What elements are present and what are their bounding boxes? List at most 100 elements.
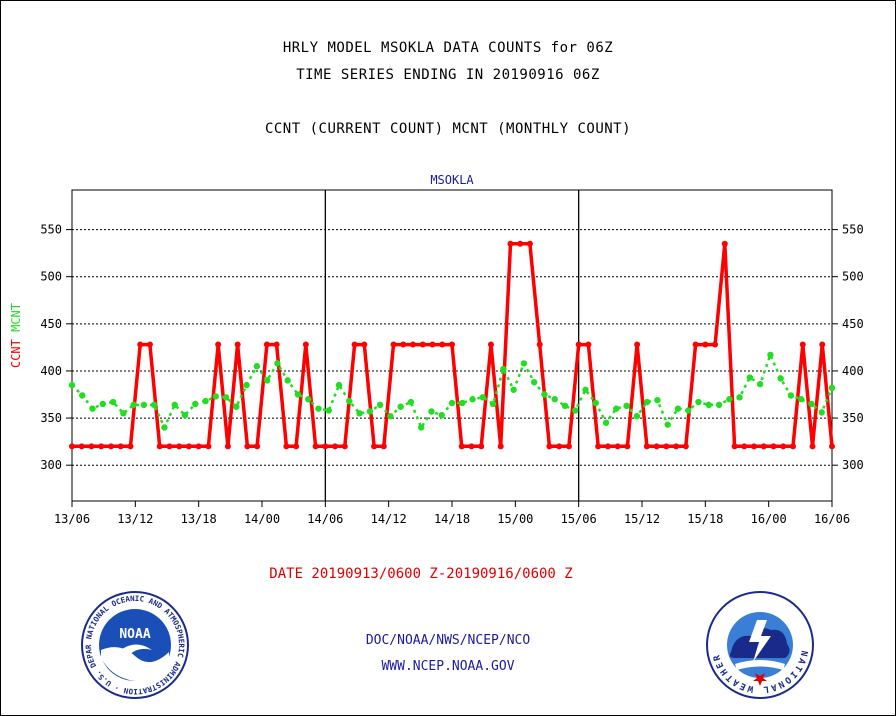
data-point-ccnt [127, 443, 134, 450]
y-tick-label-left: 350 [40, 411, 62, 425]
data-point-ccnt [458, 443, 465, 450]
x-tick-label: 13/06 [54, 512, 90, 526]
header-subtitle: TIME SERIES ENDING IN 20190916 06Z [296, 67, 600, 83]
y-tick-label-right: 350 [842, 411, 864, 425]
x-tick-label: 15/18 [687, 512, 723, 526]
footer-url[interactable]: WWW.NCEP.NOAA.GOV [381, 659, 515, 674]
data-point-mcnt [109, 398, 117, 406]
data-point-ccnt [487, 341, 494, 348]
data-point-mcnt [592, 399, 599, 407]
data-point-ccnt [673, 443, 680, 450]
data-point-mcnt [68, 381, 76, 389]
data-point-mcnt [397, 403, 404, 410]
data-point-ccnt [215, 341, 222, 348]
data-point-mcnt [767, 351, 774, 359]
noaa-logo: NATIONAL OCEANIC AND ATMOSPHERIC ADMINIS… [80, 590, 189, 699]
data-point-mcnt [120, 410, 127, 417]
data-point-mcnt [407, 398, 415, 406]
data-point-mcnt [428, 408, 435, 415]
data-point-mcnt [335, 381, 343, 389]
data-point-ccnt [234, 341, 241, 348]
data-point-mcnt [643, 398, 651, 406]
data-point-ccnt [526, 240, 533, 247]
data-point-ccnt [770, 443, 777, 450]
data-point-ccnt [585, 341, 592, 348]
data-point-ccnt [361, 341, 368, 348]
data-point-mcnt [150, 401, 158, 409]
data-point-ccnt [721, 240, 728, 247]
y-tick-label-left: 400 [40, 364, 62, 378]
data-point-ccnt [497, 443, 504, 450]
y-tick-label-right: 500 [842, 270, 864, 284]
data-point-mcnt [130, 401, 137, 409]
y-tick-label-right: 550 [842, 223, 864, 237]
data-point-ccnt [819, 341, 826, 348]
data-point-mcnt [202, 397, 209, 405]
data-point-mcnt [274, 360, 281, 367]
date-range: DATE 20190913/0600 Z-20190916/0600 Z [269, 566, 573, 582]
noaa-logo-text: NOAA [119, 627, 150, 642]
data-point-mcnt [561, 402, 569, 410]
data-point-mcnt [89, 405, 96, 412]
data-point-ccnt [653, 443, 660, 450]
data-point-ccnt [829, 443, 835, 450]
data-point-ccnt [341, 443, 348, 450]
data-point-ccnt [624, 443, 631, 450]
data-point-ccnt [478, 443, 485, 450]
data-point-mcnt [222, 394, 230, 401]
data-point-ccnt [692, 341, 699, 348]
y-tick-label-right: 450 [842, 317, 864, 331]
data-point-mcnt [417, 424, 425, 431]
data-point-mcnt [777, 375, 784, 382]
data-point-ccnt [137, 341, 144, 348]
data-point-ccnt [702, 341, 709, 348]
data-point-ccnt [332, 443, 339, 450]
data-point-ccnt [799, 341, 806, 348]
data-point-mcnt [510, 386, 517, 393]
data-point-ccnt [565, 443, 572, 450]
data-point-mcnt [756, 380, 764, 388]
data-point-ccnt [263, 341, 270, 348]
data-point-ccnt [449, 341, 455, 348]
data-point-ccnt [604, 443, 611, 450]
data-point-ccnt [536, 341, 543, 348]
data-point-mcnt [161, 424, 168, 431]
data-point-mcnt [674, 405, 682, 412]
data-point-ccnt [419, 341, 426, 348]
nws-logo: NATIONAL WEATHER SERVICE [705, 590, 814, 699]
data-point-ccnt [517, 240, 524, 247]
data-point-mcnt [263, 377, 271, 384]
data-point-mcnt [746, 374, 754, 381]
data-point-mcnt [530, 379, 538, 386]
data-point-ccnt [98, 443, 105, 450]
data-point-mcnt [787, 392, 795, 399]
data-point-mcnt [500, 365, 507, 373]
data-point-ccnt [575, 341, 582, 348]
y-tick-label-left: 450 [40, 317, 62, 331]
y-tick-label-left: 300 [40, 458, 62, 472]
data-point-mcnt [520, 360, 528, 367]
data-point-mcnt [253, 363, 261, 370]
data-point-mcnt [705, 401, 712, 409]
data-point-ccnt [663, 443, 670, 450]
x-tick-label: 13/18 [181, 512, 217, 526]
header-legend-text: CCNT (CURRENT COUNT) MCNT (MONTHLY COUNT… [264, 121, 632, 137]
data-point-mcnt [572, 407, 579, 414]
data-point-mcnt [99, 400, 107, 408]
x-tick-label: 14/18 [434, 512, 470, 526]
data-point-ccnt [322, 443, 329, 450]
data-point-mcnt [181, 412, 189, 419]
data-point-mcnt [171, 401, 178, 409]
data-point-mcnt [602, 419, 610, 426]
data-point-ccnt [507, 240, 514, 247]
data-point-mcnt [654, 396, 661, 404]
data-point-mcnt [79, 392, 86, 399]
data-point-mcnt [376, 401, 384, 409]
data-point-ccnt [371, 443, 378, 450]
data-point-ccnt [176, 443, 183, 450]
data-point-ccnt [731, 443, 738, 450]
data-point-ccnt [429, 341, 436, 348]
data-point-ccnt [410, 341, 417, 348]
data-point-mcnt [664, 421, 671, 428]
